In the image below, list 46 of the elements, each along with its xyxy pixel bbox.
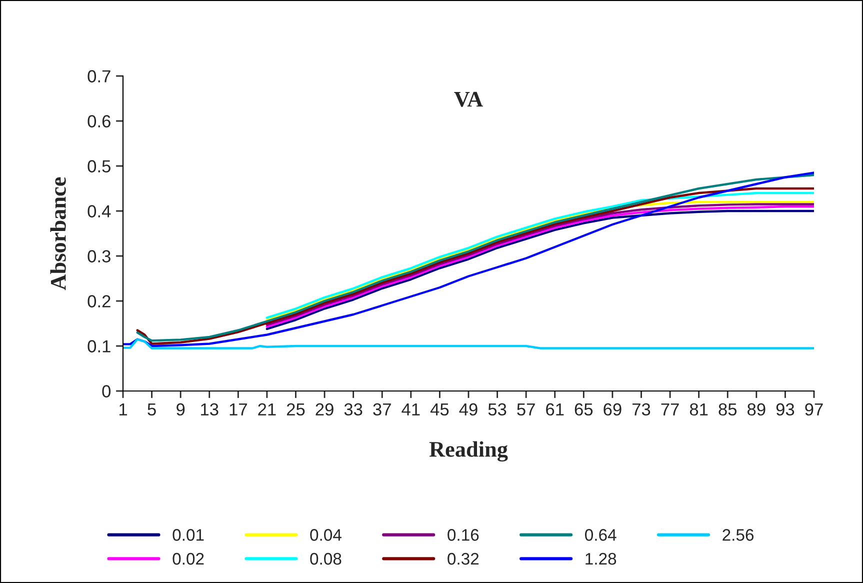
y-tick-label: 0.5	[88, 160, 110, 172]
legend-label: 0.01	[172, 529, 204, 541]
x-tick-label: 65	[574, 403, 593, 416]
legend-label: 0.02	[172, 552, 204, 565]
x-tick-label: 25	[286, 403, 305, 416]
x-tick-label: 29	[316, 403, 334, 416]
x-tick-label: 5	[148, 403, 156, 416]
x-tick-label: 37	[373, 403, 391, 416]
x-tick-label: 57	[517, 403, 535, 416]
x-tick-label: 9	[176, 403, 185, 416]
x-tick-label: 89	[748, 403, 766, 416]
legend-label: 1.28	[586, 552, 616, 565]
x-tick-label: 69	[604, 403, 622, 416]
y-tick-label: 0.4	[88, 205, 111, 218]
legend-label: 0.16	[448, 529, 479, 541]
y-axis-title: Absorbance	[50, 177, 66, 290]
x-tick-label: 45	[430, 403, 449, 416]
y-tick-label: 0.1	[88, 340, 110, 352]
x-tick-label: 1	[119, 403, 127, 416]
x-tick-label: 17	[230, 403, 247, 416]
x-tick-label: 33	[344, 403, 362, 416]
x-tick-label: 93	[776, 403, 794, 416]
x-tick-label: 73	[632, 403, 650, 416]
line-series	[123, 338, 814, 350]
x-tick-label: 41	[402, 403, 420, 416]
y-tick-label: 0.7	[88, 70, 110, 82]
x-tick-label: 21	[258, 403, 276, 416]
x-tick-label: 81	[690, 403, 708, 416]
x-tick-label: 85	[718, 403, 737, 416]
x-tick-label: 61	[546, 403, 564, 416]
x-tick-label: 13	[201, 403, 218, 416]
legend-label: 0.64	[585, 529, 616, 541]
x-tick-label: 49	[459, 403, 478, 416]
y-tick-label: 0.6	[88, 115, 110, 128]
y-tick-label: 0.2	[88, 295, 110, 308]
y-tick-label: 0.3	[88, 250, 110, 262]
y-tick-label: 0	[102, 385, 111, 398]
x-tick-label: 53	[488, 403, 506, 416]
legend-label: 0.04	[310, 529, 342, 541]
x-axis-title: Reading	[429, 441, 508, 462]
legend-label: 0.08	[310, 552, 342, 565]
x-tick-label: 97	[805, 403, 823, 416]
text: VA	[454, 92, 483, 107]
x-tick-label: 77	[661, 403, 679, 416]
legend-label: 0.32	[448, 552, 479, 565]
legend-label: 2.56	[722, 529, 754, 541]
